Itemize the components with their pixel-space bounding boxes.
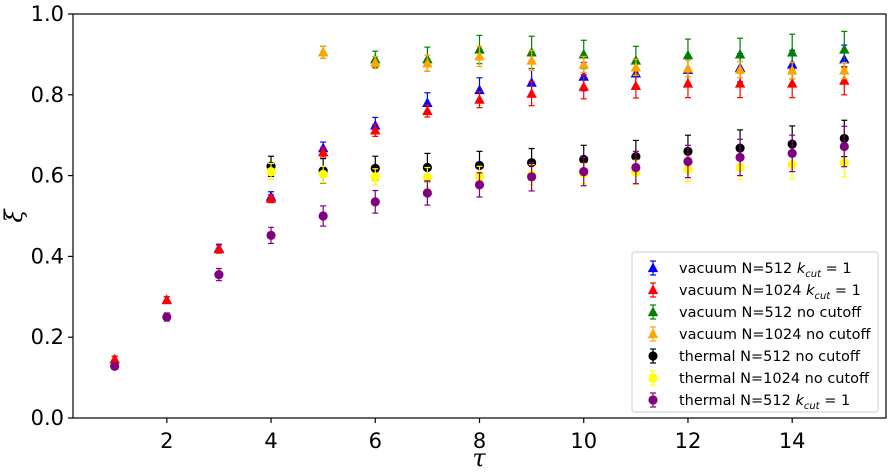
- legend-item: vacuum N=1024 kcut = 1: [647, 282, 861, 302]
- legend-item: thermal N=512 no cutoff: [648, 348, 861, 365]
- data-point: [318, 211, 328, 221]
- data-point: [370, 124, 381, 135]
- y-axis-title: ξ: [0, 208, 28, 223]
- data-point: [370, 197, 380, 207]
- y-tick-label: 0.8: [31, 83, 64, 107]
- data-point: [526, 54, 537, 65]
- y-tick-label: 0.6: [31, 164, 64, 188]
- legend-marker: [647, 306, 659, 317]
- data-point: [266, 166, 276, 177]
- data-point: [422, 105, 433, 116]
- data-point: [318, 169, 328, 179]
- y-tick-label: 1.0: [31, 2, 64, 26]
- data-point: [682, 49, 694, 60]
- data-point: [317, 46, 329, 57]
- legend: vacuum N=512 kcut = 1 vacuum N=1024 kcut …: [631, 251, 879, 413]
- series-3: [317, 45, 850, 80]
- legend-box: [631, 251, 879, 413]
- data-point: [839, 44, 850, 54]
- legend-marker: [647, 284, 659, 295]
- data-point: [474, 180, 485, 190]
- legend-item: thermal N=512 kcut = 1: [648, 392, 850, 412]
- data-point: [839, 65, 850, 75]
- data-point: [579, 166, 589, 177]
- data-point: [422, 173, 432, 183]
- data-point: [370, 172, 380, 182]
- y-tick-label: 0.4: [31, 244, 64, 268]
- data-point: [734, 64, 746, 74]
- data-point: [734, 77, 746, 88]
- data-point: [631, 162, 641, 173]
- legend-label: vacuum N=1024 kcut = 1: [679, 283, 861, 302]
- legend-label: vacuum N=512 kcut = 1: [679, 261, 852, 280]
- legend-marker: [648, 395, 658, 405]
- legend-item: thermal N=1024 no cutoff: [648, 370, 870, 387]
- y-tick-label: 0.0: [31, 406, 64, 430]
- data-point: [839, 141, 849, 152]
- series-4: [266, 119, 849, 184]
- legend-item: vacuum N=1024 no cutoff: [647, 326, 871, 343]
- x-tick-label: 8: [473, 429, 486, 453]
- legend-marker: [647, 328, 659, 339]
- data-point: [578, 81, 589, 91]
- data-point: [474, 160, 485, 171]
- data-point: [527, 172, 537, 182]
- data-point: [682, 77, 694, 88]
- data-point: [786, 46, 798, 57]
- data-point: [578, 59, 589, 69]
- data-point: [786, 77, 798, 88]
- data-point: [317, 146, 329, 157]
- legend-label: thermal N=1024 no cutoff: [679, 371, 870, 387]
- legend-label: vacuum N=512 no cutoff: [679, 305, 862, 321]
- legend-marker: [648, 373, 658, 383]
- data-point: [161, 294, 173, 305]
- legend-label: thermal N=512 no cutoff: [679, 349, 861, 365]
- data-point: [109, 353, 120, 364]
- legend-item: vacuum N=512 no cutoff: [647, 304, 862, 321]
- data-point: [682, 63, 694, 73]
- x-tick-label: 10: [570, 429, 597, 453]
- data-point: [735, 152, 745, 163]
- series-5: [266, 147, 849, 189]
- data-marks: [109, 30, 850, 371]
- series-6: [110, 125, 849, 371]
- x-tick-label: 12: [675, 429, 702, 453]
- data-point: [162, 312, 172, 322]
- x-axis-title: τ: [472, 444, 486, 472]
- data-point: [265, 193, 277, 203]
- data-point: [474, 94, 485, 104]
- legend-marker: [647, 262, 659, 273]
- series-1: [109, 65, 850, 364]
- legend-item: vacuum N=512 kcut = 1: [647, 260, 852, 280]
- data-point: [734, 48, 746, 59]
- x-tick-label: 4: [264, 429, 277, 453]
- data-point: [422, 57, 433, 68]
- x-axis: 2 4 6 8 10 12 14: [160, 418, 806, 453]
- data-point: [110, 361, 120, 371]
- data-point: [422, 188, 432, 198]
- data-point: [683, 156, 693, 167]
- data-point: [630, 80, 642, 91]
- y-axis: 0.0 0.2 0.4 0.6 0.8 1.0: [31, 2, 73, 430]
- data-point: [787, 148, 797, 158]
- data-point: [630, 61, 642, 72]
- x-tick-label: 6: [369, 429, 382, 453]
- data-point: [526, 88, 537, 98]
- x-tick-label: 2: [160, 429, 173, 453]
- legend-label: thermal N=512 kcut = 1: [679, 393, 850, 412]
- data-point: [839, 75, 850, 85]
- data-point: [266, 230, 276, 240]
- legend-label: vacuum N=1024 no cutoff: [679, 327, 871, 343]
- y-tick-label: 0.2: [31, 325, 64, 349]
- data-point: [214, 269, 224, 280]
- data-point: [213, 243, 225, 254]
- x-tick-label: 14: [779, 429, 806, 453]
- data-point: [370, 56, 381, 67]
- data-point: [474, 50, 485, 61]
- data-point: [786, 65, 798, 75]
- legend-marker: [648, 351, 658, 361]
